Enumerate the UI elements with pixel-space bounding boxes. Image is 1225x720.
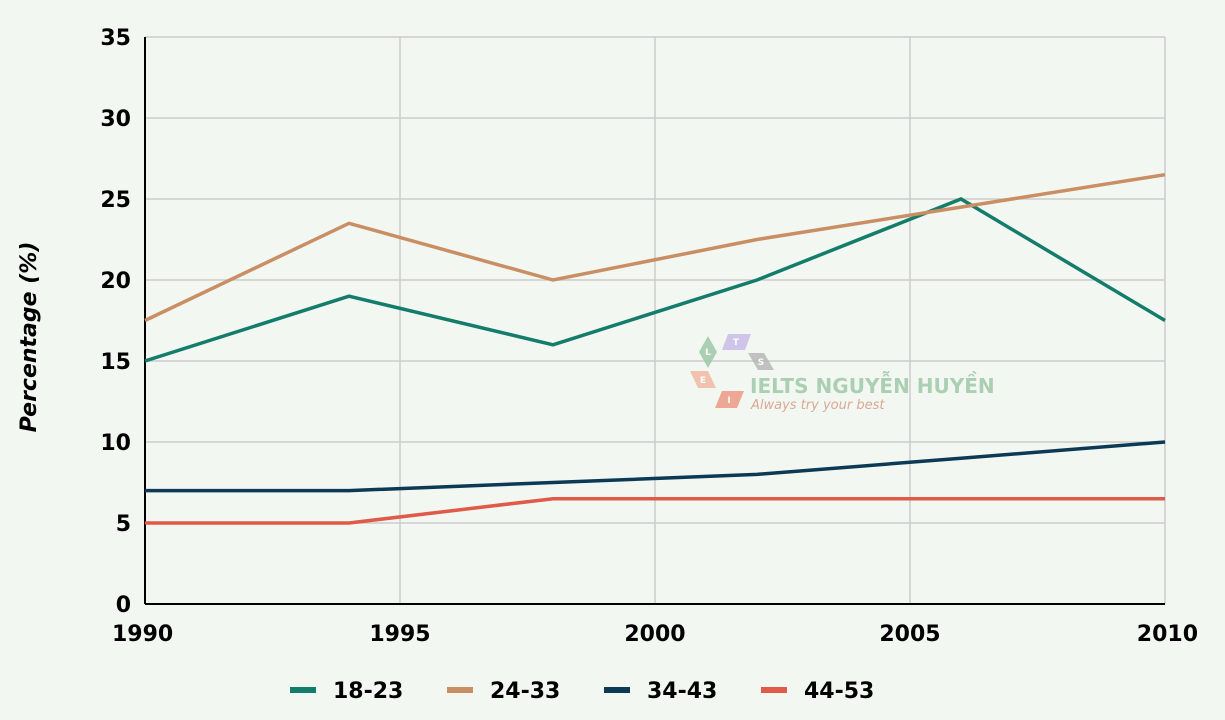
watermark-letter: E bbox=[700, 376, 706, 386]
x-tick-label: 2010 bbox=[1137, 622, 1198, 647]
y-tick-label: 15 bbox=[100, 350, 131, 375]
y-tick-label: 20 bbox=[100, 269, 131, 294]
legend-label-34-43: 34-43 bbox=[647, 679, 717, 704]
x-tick-labels: 1990 1995 2000 2005 2010 bbox=[112, 622, 1198, 647]
x-tick-label: 1990 bbox=[112, 622, 173, 647]
y-axis-label: Percentage (%) bbox=[17, 242, 42, 433]
legend-label-44-53: 44-53 bbox=[804, 679, 874, 704]
legend-label-24-33: 24-33 bbox=[490, 679, 560, 704]
watermark-letter: I bbox=[727, 396, 730, 406]
series-line-44-53 bbox=[145, 496, 1165, 525]
grid bbox=[144, 36, 1166, 605]
series-lines bbox=[144, 172, 1166, 525]
y-tick-label: 25 bbox=[100, 188, 131, 213]
legend-label-18-23: 18-23 bbox=[333, 679, 403, 704]
y-tick-label: 30 bbox=[100, 107, 131, 132]
watermark-letter: L bbox=[705, 348, 711, 358]
watermark-letter: S bbox=[758, 358, 764, 368]
y-tick-label: 0 bbox=[116, 593, 131, 618]
watermark-logo: L T S E I IELTS NGUYỄN HUYỀN Always try … bbox=[690, 334, 995, 413]
series-line-18-23 bbox=[144, 197, 1166, 363]
y-tick-label: 5 bbox=[116, 512, 131, 537]
watermark-subtitle: Always try your best bbox=[750, 398, 885, 413]
y-tick-label: 35 bbox=[100, 26, 131, 51]
series-line-34-43 bbox=[145, 440, 1166, 493]
x-tick-label: 1995 bbox=[369, 622, 430, 647]
x-tick-label: 2005 bbox=[879, 622, 940, 647]
legend: 18-23 24-33 34-43 44-53 bbox=[290, 679, 874, 704]
x-tick-label: 2000 bbox=[624, 622, 685, 647]
watermark-title: IELTS NGUYỄN HUYỀN bbox=[750, 371, 995, 398]
watermark-letter: T bbox=[733, 338, 740, 348]
y-tick-label: 10 bbox=[100, 431, 131, 456]
series-line-24-33 bbox=[144, 172, 1166, 323]
y-tick-labels: 0 5 10 15 20 25 30 35 bbox=[100, 26, 131, 618]
